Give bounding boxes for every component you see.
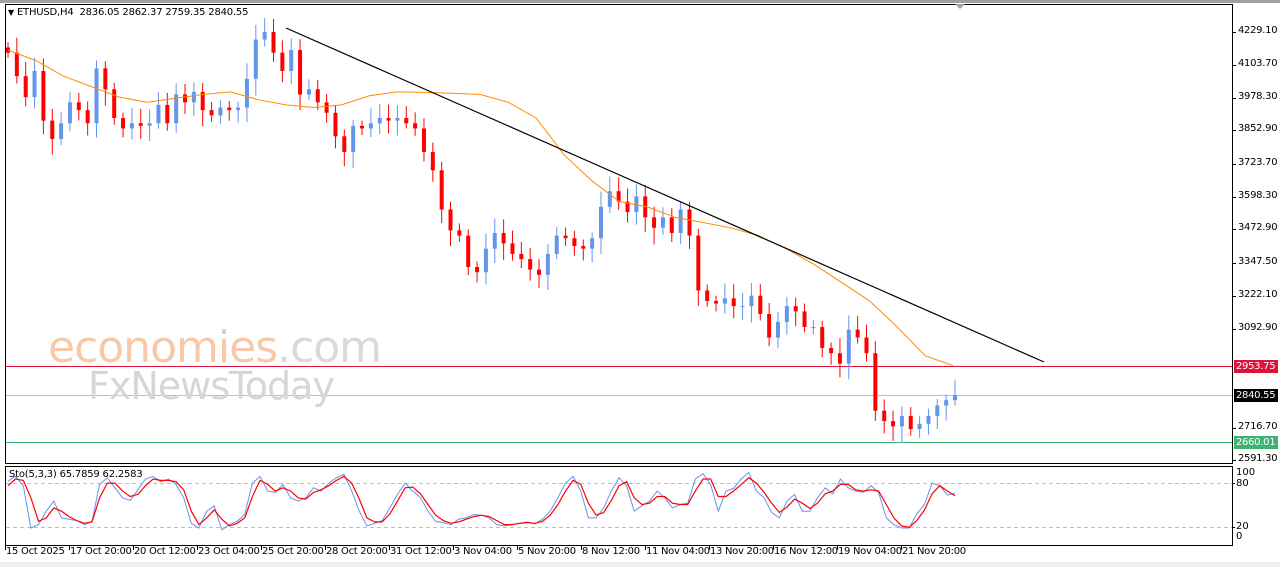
time-axis-label: 3 Nov 04:00	[454, 546, 512, 557]
sto-scale-0: 0	[1236, 531, 1243, 542]
time-axis-label: 15 Oct 2025	[6, 546, 65, 557]
current-price-tag: 2840.55	[1234, 389, 1278, 402]
price-axis-label: 3472.90	[1238, 222, 1278, 233]
sto-scale-100: 100	[1236, 467, 1256, 478]
price-axis-label: 3347.50	[1238, 256, 1278, 267]
time-axis-label: 21 Nov 20:00	[902, 546, 966, 557]
time-axis-label: 13 Nov 20:00	[710, 546, 774, 557]
price-axis-label: 3852.90	[1238, 123, 1278, 134]
stochastic-pane-border	[5, 466, 1233, 546]
candlestick-series	[6, 18, 957, 443]
window-bottom-strip	[0, 562, 1280, 567]
symbol-label: ETHUSD,H4	[16, 7, 74, 18]
price-axis-label: 3978.30	[1238, 91, 1278, 102]
time-axis-label: 11 Nov 04:00	[646, 546, 710, 557]
price-axis-label: 4103.70	[1238, 58, 1278, 69]
main-pane-border	[5, 4, 1233, 464]
price-axis-ticks	[1232, 32, 1236, 461]
time-axis-ticks	[5, 546, 902, 550]
chart-shift-marker-icon[interactable]	[955, 4, 965, 9]
time-axis-label: 17 Oct 20:00	[70, 546, 132, 557]
support-price-tag: 2660.01	[1234, 436, 1278, 449]
price-axis-label: 3723.70	[1238, 157, 1278, 168]
time-axis-label: 16 Nov 12:00	[774, 546, 838, 557]
stochastic-title: Sto(5,3,3) 65.7859 62.2583	[9, 469, 143, 480]
watermark-suffix: .com	[277, 322, 382, 373]
time-axis-label: 31 Oct 12:00	[390, 546, 452, 557]
triangle-down-icon[interactable]: ▼	[8, 8, 14, 17]
price-axis-label: 3222.10	[1238, 289, 1278, 300]
time-axis-label: 20 Oct 12:00	[134, 546, 196, 557]
price-axis-label: 3598.30	[1238, 190, 1278, 201]
time-axis-label: 28 Oct 20:00	[326, 546, 388, 557]
ohlc-values: 2836.05 2862.37 2759.35 2840.55	[79, 7, 249, 18]
price-axis-label: 2716.70	[1238, 421, 1278, 432]
moving-average-line	[7, 49, 954, 366]
watermark-economies: economies.com	[48, 322, 382, 373]
downtrend-line[interactable]	[285, 27, 1045, 363]
time-axis-label: 5 Nov 20:00	[518, 546, 576, 557]
window-top-border	[0, 0, 1280, 3]
time-axis-label: 23 Oct 04:00	[198, 546, 260, 557]
price-axis-label: 2591.30	[1238, 453, 1278, 464]
time-axis-label: 8 Nov 12:00	[582, 546, 640, 557]
price-axis-label: 4229.10	[1238, 25, 1278, 36]
watermark-fxnewstoday: FxNewsToday	[88, 364, 335, 408]
price-axis-label: 3092.90	[1238, 322, 1278, 333]
stochastic-d-line	[7, 475, 956, 528]
time-axis-label: 19 Nov 04:00	[838, 546, 902, 557]
sto-scale-20: 20	[1236, 521, 1249, 532]
watermark-main: economies	[48, 322, 278, 373]
sto-scale-80: 80	[1236, 478, 1249, 489]
chart-title[interactable]: ▼ ETHUSD,H4 2836.05 2862.37 2759.35 2840…	[8, 7, 248, 18]
resistance-price-tag: 2953.75	[1234, 360, 1278, 373]
time-axis-label: 25 Oct 20:00	[262, 546, 324, 557]
